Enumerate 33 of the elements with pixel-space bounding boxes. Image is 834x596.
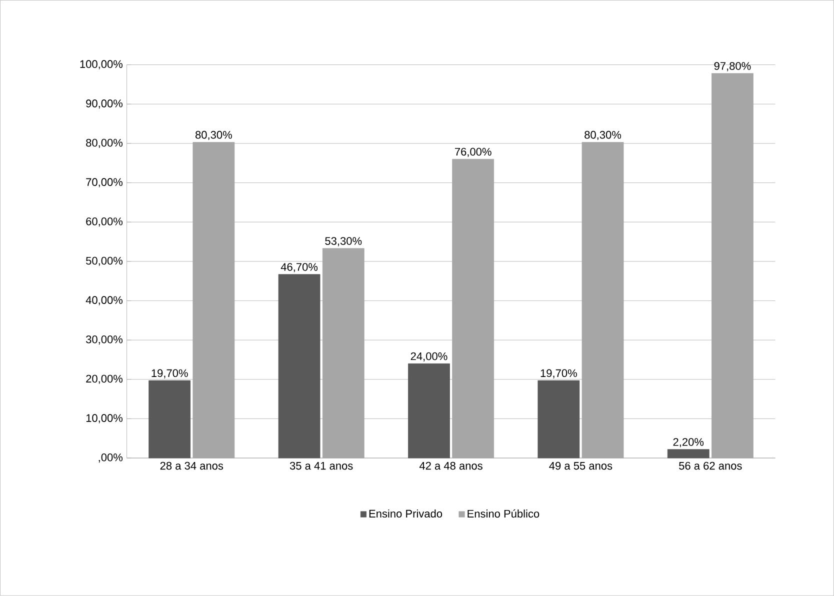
y-tick-label: 70,00%	[86, 178, 123, 188]
bar	[278, 274, 320, 458]
y-tick-label: 40,00%	[86, 296, 123, 306]
bar	[667, 449, 710, 458]
bar	[538, 380, 580, 458]
y-tick-label: 100,00%	[80, 60, 123, 70]
data-label: 97,80%	[714, 62, 751, 72]
x-tick-label: 42 a 48 anos	[419, 462, 482, 470]
data-label: 80,30%	[196, 131, 232, 140]
y-tick-label: 60,00%	[86, 218, 123, 227]
x-tick-label: 49 a 55 anos	[549, 462, 612, 470]
y-tick-label: 90,00%	[86, 100, 123, 109]
y-tick-label: 80,00%	[86, 138, 123, 148]
bar	[148, 380, 191, 458]
data-label: 24,00%	[410, 352, 448, 362]
legend-label: Ensino Privado	[369, 510, 442, 518]
bar	[408, 364, 450, 458]
y-tick-label: 30,00%	[86, 336, 123, 345]
y-tick-label: ,00%	[98, 454, 123, 463]
data-label: 80,30%	[584, 131, 622, 140]
data-label: 19,70%	[152, 369, 188, 378]
y-tick-label: 20,00%	[86, 374, 123, 384]
data-label: 76,00%	[454, 148, 492, 158]
x-tick-label: 56 a 62 anos	[679, 462, 742, 470]
data-label: 53,30%	[325, 237, 362, 246]
data-label: 19,70%	[540, 369, 577, 378]
data-label: 46,70%	[280, 263, 318, 272]
legend-label: Ensino Público	[468, 509, 540, 518]
data-label: 2,20%	[673, 438, 704, 448]
y-tick-label: 50,00%	[86, 256, 123, 266]
x-tick-label: 35 a 41 anos	[290, 462, 353, 470]
x-tick-label: 28 a 34 anos	[160, 462, 224, 470]
y-tick-label: 10,00%	[86, 414, 123, 424]
